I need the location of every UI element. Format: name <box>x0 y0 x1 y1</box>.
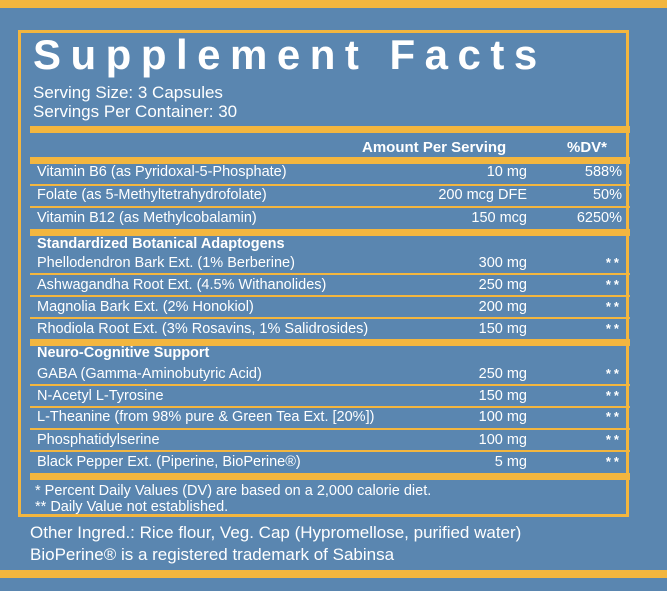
ingredient-dv: ** <box>605 255 622 270</box>
section-title-adaptogens: Standardized Botanical Adaptogens <box>37 236 285 252</box>
ingredient-name: Rhodiola Root Ext. (3% Rosavins, 1% Sali… <box>37 321 369 337</box>
row-divider <box>30 295 630 297</box>
panel-title: Supplement Facts <box>33 31 547 78</box>
ingredient-dv: ** <box>605 409 622 424</box>
top-accent-bar <box>0 0 667 8</box>
ingredient-name: Ashwagandha Root Ext. (4.5% Withanolides… <box>37 277 327 293</box>
ingredient-amount: 100 mg <box>478 409 527 425</box>
ingredient-amount: 300 mg <box>478 255 527 271</box>
ingredient-name: Phellodendron Bark Ext. (1% Berberine) <box>37 255 295 271</box>
row-divider <box>30 317 630 319</box>
trademark-note: BioPerine® is a registered trademark of … <box>30 545 395 564</box>
servings-per-container: Servings Per Container: 30 <box>33 102 238 121</box>
ingredient-name: GABA (Gamma-Aminobutyric Acid) <box>37 366 262 382</box>
nutrient-name: Vitamin B6 (as Pyridoxal-5-Phosphate) <box>37 164 287 180</box>
ingredient-name: Black Pepper Ext. (Piperine, BioPerine®) <box>37 454 301 470</box>
serving-size: Serving Size: 3 Capsules <box>33 83 223 102</box>
ingredient-amount: 150 mg <box>478 321 527 337</box>
ingredient-name: N-Acetyl L-Tyrosine <box>37 388 164 404</box>
nutrient-name: Folate (as 5-Methyltetrahydrofolate) <box>37 187 267 203</box>
ingredient-amount: 5 mg <box>494 454 527 470</box>
nutrient-amount: 150 mcg <box>471 210 527 226</box>
bottom-accent-bar <box>0 570 667 578</box>
ingredient-dv: ** <box>605 299 622 314</box>
nutrient-amount: 10 mg <box>486 164 527 180</box>
nutrient-amount: 200 mcg DFE <box>438 187 527 203</box>
footnote-dv: * Percent Daily Values (DV) are based on… <box>35 483 432 499</box>
other-ingredients: Other Ingred.: Rice flour, Veg. Cap (Hyp… <box>30 523 522 542</box>
amount-header: Amount Per Serving <box>362 139 507 156</box>
row-divider <box>30 206 630 208</box>
divider-thick <box>30 339 630 346</box>
nutrient-name: Vitamin B12 (as Methylcobalamin) <box>37 210 257 226</box>
nutrient-dv: 588% <box>584 164 622 180</box>
ingredient-dv: ** <box>605 432 622 447</box>
footnote-not-established: ** Daily Value not established. <box>35 499 229 515</box>
dv-header: %DV* <box>567 139 608 156</box>
nutrient-dv: 50% <box>592 187 622 203</box>
ingredient-dv: ** <box>605 277 622 292</box>
divider-thick <box>30 157 630 164</box>
ingredient-dv: ** <box>605 321 622 336</box>
row-divider <box>30 428 630 430</box>
nutrient-dv: 6250% <box>576 210 622 226</box>
row-divider <box>30 406 630 408</box>
ingredient-name: Magnolia Bark Ext. (2% Honokiol) <box>37 299 254 315</box>
section-title-neuro: Neuro-Cognitive Support <box>37 345 210 361</box>
ingredient-amount: 200 mg <box>478 299 527 315</box>
ingredient-dv: ** <box>605 388 622 403</box>
ingredient-name: Phosphatidylserine <box>37 432 160 448</box>
ingredient-amount: 250 mg <box>478 366 527 382</box>
divider-thick <box>30 473 630 480</box>
ingredient-name: L-Theanine (from 98% pure & Green Tea Ex… <box>37 409 375 425</box>
row-divider <box>30 450 630 452</box>
ingredient-dv: ** <box>605 454 622 469</box>
divider-thick <box>30 229 630 236</box>
ingredient-amount: 150 mg <box>478 388 527 404</box>
ingredient-amount: 250 mg <box>478 277 527 293</box>
row-divider <box>30 273 630 275</box>
divider-thick <box>30 126 630 133</box>
ingredient-amount: 100 mg <box>478 432 527 448</box>
row-divider <box>30 384 630 386</box>
row-divider <box>30 184 630 186</box>
ingredient-dv: ** <box>605 366 622 381</box>
